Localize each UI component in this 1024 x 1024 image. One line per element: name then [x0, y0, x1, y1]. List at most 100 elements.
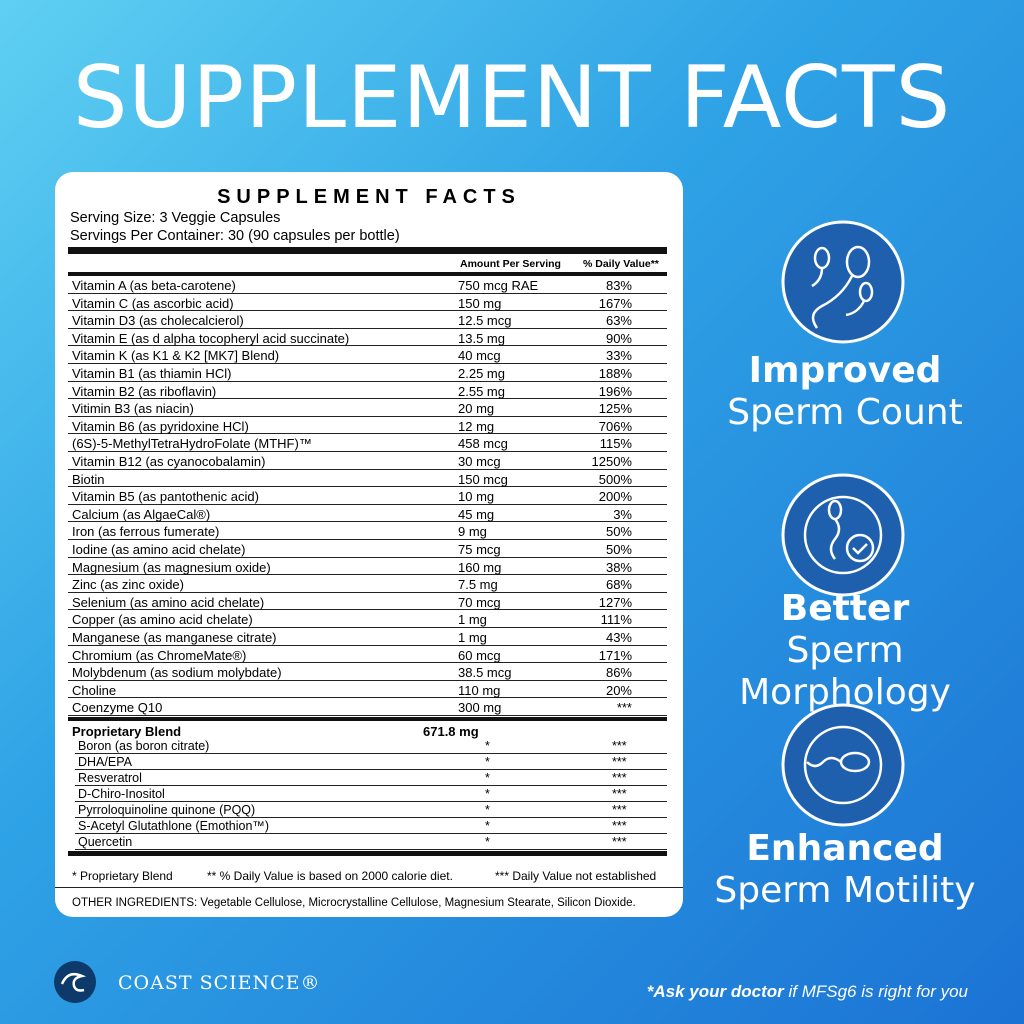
amount: 12.5 mcg	[458, 313, 512, 329]
nutrient-name: Vitamin B6 (as pyridoxine HCl)	[72, 418, 249, 434]
amount: 13.5 mg	[458, 330, 505, 346]
nutrient-row: Iron (as ferrous fumerate) 9 mg 50%	[68, 522, 667, 540]
amount: 300 mg	[458, 700, 502, 716]
disclaimer-text: if MFSg6 is right for you	[788, 982, 968, 1001]
blend-amount: 671.8 mg	[423, 724, 479, 739]
daily-value: 3%	[613, 506, 632, 522]
page-title: SUPPLEMENT FACTS	[72, 48, 952, 148]
rule	[68, 717, 667, 721]
daily-value: ***	[612, 787, 627, 801]
daily-value: 90%	[605, 330, 632, 346]
rule	[68, 851, 667, 856]
amount: 40 mcg	[458, 348, 501, 364]
daily-value: 68%	[605, 577, 632, 593]
nutrient-name: (6S)-5-MethylTetraHydroFolate (MTHF)™	[72, 436, 312, 452]
nutrient-name: Choline	[72, 682, 117, 698]
daily-value: 500%	[598, 471, 632, 487]
ingredient-name: Quercetin	[78, 835, 133, 849]
brand: COAST SCIENCE®	[118, 972, 321, 994]
daily-value: ***	[612, 835, 627, 849]
nutrient-row: Vitamin B2 (as riboflavin) 2.55 mg 196%	[68, 382, 667, 400]
daily-value: ***	[612, 739, 627, 753]
amount: *	[485, 819, 490, 833]
daily-value: 20%	[605, 682, 632, 698]
column-header: % Daily Value**	[583, 258, 659, 270]
nutrient-name: Iodine (as amino acid chelate)	[72, 542, 246, 557]
rule	[55, 887, 683, 888]
nutrient-row: Vitamin B12 (as cyanocobalamin) 30 mcg 125…	[68, 452, 667, 470]
nutrient-name: Molybdenum (as sodium molybdate)	[72, 665, 282, 681]
amount: 9 mg	[458, 524, 487, 540]
amount: 150 mcg	[458, 471, 508, 487]
daily-value: 127%	[598, 594, 632, 610]
nutrient-name: Vitamin A (as beta-carotene)	[72, 278, 236, 293]
nutrient-row: Biotin 150 mcg 500%	[68, 470, 667, 488]
facts-card: SUPPLEMENT FACTS Serving Size: 3 Veggie …	[55, 172, 683, 917]
amount: 60 mcg	[458, 647, 501, 663]
blend-item: S-Acetyl Glutathlone (Emothion™) * ***	[75, 818, 667, 834]
daily-value: 196%	[598, 383, 632, 399]
amount: 150 mg	[458, 295, 502, 311]
nutrient-name: Chromium (as ChromeMate®)	[72, 647, 247, 663]
nutrient-name: Calcium (as AlgaeCal®)	[72, 506, 211, 522]
daily-value: ***	[612, 803, 627, 817]
nutrient-name: Manganese (as manganese citrate)	[72, 630, 277, 645]
nutrient-row: Calcium (as AlgaeCal®) 45 mg 3%	[68, 505, 667, 523]
daily-value: ***	[612, 771, 627, 785]
benefit-text: Sperm Count	[727, 392, 963, 433]
benefit-bold: Improved	[748, 350, 942, 391]
amount: *	[485, 755, 490, 769]
nutrient-name: Vitamin B12 (as cyanocobalamin)	[72, 454, 266, 469]
amount: 45 mg	[458, 506, 495, 522]
nutrient-name: Vitamin D3 (as cholecalcierol)	[72, 313, 244, 329]
rule	[68, 272, 667, 276]
benefit: Improved Sperm Count	[700, 350, 990, 434]
nutrient-name: Vitamin B5 (as pantothenic acid)	[72, 489, 259, 505]
daily-value: 125%	[598, 401, 632, 417]
nutrient-row: Vitamin B1 (as thiamin HCl) 2.25 mg 188%	[68, 364, 667, 382]
daily-value: 83%	[605, 278, 632, 293]
nutrient-row: Copper (as amino acid chelate) 1 mg 111%	[68, 610, 667, 628]
label-title: SUPPLEMENT FACTS	[217, 186, 521, 208]
ingredient-name: Pyrroloquinoline quinone (PQQ)	[78, 803, 256, 817]
nutrient-name: Copper (as amino acid chelate)	[72, 612, 253, 628]
daily-value: 171%	[598, 647, 632, 663]
daily-value: 43%	[605, 630, 632, 645]
nutrient-name: Vitamin C (as ascorbic acid)	[72, 295, 234, 311]
daily-value: 115%	[599, 436, 632, 452]
amount: 160 mg	[458, 559, 502, 575]
amount: 2.55 mg	[458, 383, 505, 399]
nutrient-name: Iron (as ferrous fumerate)	[72, 524, 220, 540]
rule	[68, 247, 667, 254]
amount: *	[485, 771, 490, 785]
nutrient-row: Vitamin E (as d alpha tocopheryl acid su…	[68, 329, 667, 347]
nutrient-name: Vitamin E (as d alpha tocopheryl acid su…	[72, 330, 350, 346]
amount: 2.25 mg	[458, 366, 505, 381]
blend-item: DHA/EPA * ***	[75, 754, 667, 770]
daily-value: 200%	[598, 489, 632, 505]
nutrient-name: Vitamin B2 (as riboflavin)	[72, 383, 217, 399]
daily-value: ***	[616, 700, 632, 716]
amount: 7.5 mg	[458, 577, 498, 593]
serving-size: Serving Size: 3 Veggie Capsules	[70, 210, 281, 226]
daily-value: 1250%	[591, 454, 632, 469]
other-ingredients: OTHER INGREDIENTS: Vegetable Cellulose, …	[72, 897, 636, 909]
nutrient-row: Manganese (as manganese citrate) 1 mg 43%	[68, 628, 667, 646]
ingredient-name: D-Chiro-Inositol	[78, 787, 165, 801]
nutrient-row: (6S)-5-MethylTetraHydroFolate (MTHF)™ 458…	[68, 434, 667, 452]
ingredient-name: S-Acetyl Glutathlone (Emothion™)	[78, 819, 270, 833]
nutrient-name: Zinc (as zinc oxide)	[72, 577, 184, 593]
servings-per-container: Servings Per Container: 30 (90 capsules …	[70, 228, 400, 244]
nutrient-name: Vitamin K (as K1 & K2 [MK7] Blend)	[72, 348, 280, 364]
amount: *	[485, 739, 490, 753]
amount: 20 mg	[458, 401, 495, 417]
amount: 458 mcg	[458, 436, 508, 452]
footnote: ** % Daily Value is based on 2000 calori…	[207, 869, 453, 883]
daily-value: ***	[612, 755, 627, 769]
amount: 110 mg	[458, 682, 501, 698]
nutrient-row: Molybdenum (as sodium molybdate) 38.5 mcg…	[68, 663, 667, 681]
nutrient-row: Vitamin B6 (as pyridoxine HCl) 12 mg 706%	[68, 417, 667, 435]
nutrient-name: Magnesium (as magnesium oxide)	[72, 559, 271, 575]
ingredient-name: Resveratrol	[78, 771, 142, 785]
